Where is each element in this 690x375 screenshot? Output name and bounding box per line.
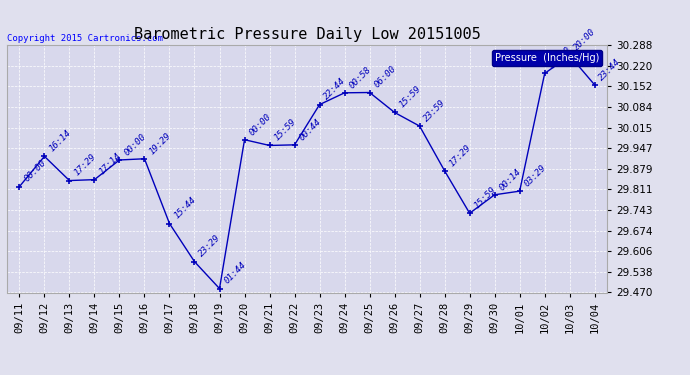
Text: 00:14: 00:14: [497, 166, 523, 192]
Text: Copyright 2015 Cartronics.com: Copyright 2015 Cartronics.com: [7, 33, 163, 42]
Text: 23:59: 23:59: [422, 98, 448, 123]
Text: 17:29: 17:29: [447, 143, 473, 168]
Title: Barometric Pressure Daily Low 20151005: Barometric Pressure Daily Low 20151005: [134, 27, 480, 42]
Text: 17:14: 17:14: [97, 152, 123, 177]
Text: 06:00: 06:00: [547, 45, 573, 70]
Text: 19:29: 19:29: [147, 130, 172, 156]
Text: 01:44: 01:44: [222, 260, 248, 286]
Text: 17:29: 17:29: [72, 152, 97, 178]
Text: 15:59: 15:59: [273, 117, 297, 142]
Text: 03:29: 03:29: [522, 163, 548, 188]
Text: 00:00: 00:00: [247, 111, 273, 137]
Text: 15:44: 15:44: [172, 195, 197, 221]
Text: 00:00: 00:00: [122, 132, 148, 157]
Text: 00:00: 00:00: [22, 159, 48, 184]
Text: 06:00: 06:00: [373, 64, 397, 90]
Legend: Pressure  (Inches/Hg): Pressure (Inches/Hg): [492, 50, 602, 66]
Text: 00:58: 00:58: [347, 64, 373, 90]
Text: 16:14: 16:14: [47, 128, 72, 154]
Text: 20:00: 20:00: [573, 27, 598, 53]
Text: 23:29: 23:29: [197, 234, 223, 259]
Text: 15:59: 15:59: [473, 185, 497, 210]
Text: 15:59: 15:59: [397, 84, 423, 110]
Text: 00:44: 00:44: [297, 117, 323, 142]
Text: 22:44: 22:44: [322, 76, 348, 102]
Text: 23:44: 23:44: [598, 57, 623, 82]
